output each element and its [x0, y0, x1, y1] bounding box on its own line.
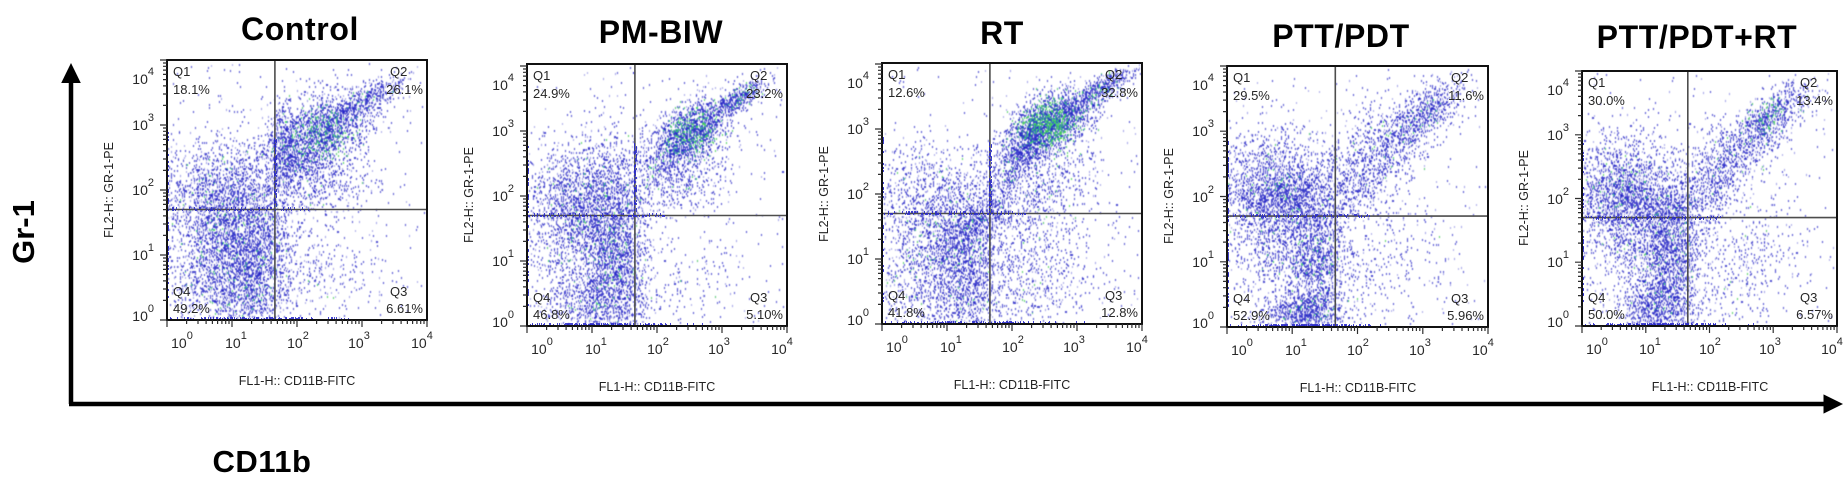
svg-text:11.6%: 11.6% [1448, 88, 1484, 103]
svg-text:5.10%: 5.10% [746, 307, 783, 322]
svg-text:46.8%: 46.8% [533, 307, 570, 322]
svg-text:Q1: Q1 [533, 68, 550, 83]
svg-text:FL1-H:: CD11B-FITC: FL1-H:: CD11B-FITC [1300, 381, 1416, 395]
svg-text:PTT/PDT: PTT/PDT [1272, 18, 1410, 54]
svg-text:Q3: Q3 [1451, 291, 1468, 306]
svg-text:Q4: Q4 [533, 290, 550, 305]
svg-text:CD11b: CD11b [213, 444, 312, 478]
svg-text:Q1: Q1 [1588, 75, 1605, 90]
svg-text:FL2-H:: GR-1-PE: FL2-H:: GR-1-PE [102, 142, 116, 238]
svg-text:FL2-H:: GR-1-PE: FL2-H:: GR-1-PE [1517, 150, 1531, 246]
svg-text:52.9%: 52.9% [1233, 308, 1270, 323]
svg-text:Q3: Q3 [750, 290, 767, 305]
svg-text:30.0%: 30.0% [1588, 93, 1625, 108]
svg-text:Q3: Q3 [1800, 290, 1817, 305]
svg-text:24.9%: 24.9% [533, 86, 570, 101]
svg-text:50.0%: 50.0% [1588, 307, 1625, 322]
svg-text:12.8%: 12.8% [1101, 305, 1138, 320]
svg-text:Q1: Q1 [173, 64, 190, 79]
svg-text:Q2: Q2 [1451, 70, 1468, 85]
svg-text:FL2-H:: GR-1-PE: FL2-H:: GR-1-PE [1162, 148, 1176, 244]
svg-text:32.8%: 32.8% [1101, 85, 1138, 100]
svg-text:29.5%: 29.5% [1233, 88, 1270, 103]
svg-text:49.2%: 49.2% [173, 301, 210, 316]
svg-text:18.1%: 18.1% [173, 82, 210, 97]
svg-text:Q4: Q4 [1233, 291, 1250, 306]
svg-text:Q4: Q4 [173, 284, 190, 299]
svg-text:13.4%: 13.4% [1796, 93, 1833, 108]
svg-text:Q4: Q4 [888, 288, 905, 303]
svg-text:12.6%: 12.6% [888, 85, 925, 100]
svg-text:FL1-H:: CD11B-FITC: FL1-H:: CD11B-FITC [239, 374, 355, 388]
svg-text:Q4: Q4 [1588, 290, 1605, 305]
svg-text:Q2: Q2 [390, 64, 407, 79]
svg-text:Q2: Q2 [1800, 75, 1817, 90]
svg-text:6.57%: 6.57% [1796, 307, 1833, 322]
svg-text:Q2: Q2 [1105, 67, 1122, 82]
svg-text:FL1-H:: CD11B-FITC: FL1-H:: CD11B-FITC [1652, 380, 1768, 394]
svg-text:5.96%: 5.96% [1447, 308, 1484, 323]
svg-text:FL2-H:: GR-1-PE: FL2-H:: GR-1-PE [462, 147, 476, 243]
svg-text:41.8%: 41.8% [888, 305, 925, 320]
svg-text:Q2: Q2 [750, 68, 767, 83]
svg-text:Control: Control [241, 11, 359, 47]
svg-text:23.2%: 23.2% [746, 86, 783, 101]
svg-text:Q1: Q1 [1233, 70, 1250, 85]
svg-text:FL1-H:: CD11B-FITC: FL1-H:: CD11B-FITC [599, 380, 715, 394]
svg-text:FL1-H:: CD11B-FITC: FL1-H:: CD11B-FITC [954, 378, 1070, 392]
svg-text:PTT/PDT+RT: PTT/PDT+RT [1597, 19, 1798, 55]
svg-text:6.61%: 6.61% [386, 301, 423, 316]
svg-text:PM-BIW: PM-BIW [599, 14, 724, 50]
svg-text:Gr-1: Gr-1 [6, 200, 41, 264]
svg-text:RT: RT [980, 15, 1024, 51]
svg-text:26.1%: 26.1% [386, 82, 423, 97]
svg-text:FL2-H:: GR-1-PE: FL2-H:: GR-1-PE [817, 146, 831, 242]
svg-text:Q3: Q3 [1105, 288, 1122, 303]
svg-text:Q3: Q3 [390, 284, 407, 299]
svg-text:Q1: Q1 [888, 67, 905, 82]
